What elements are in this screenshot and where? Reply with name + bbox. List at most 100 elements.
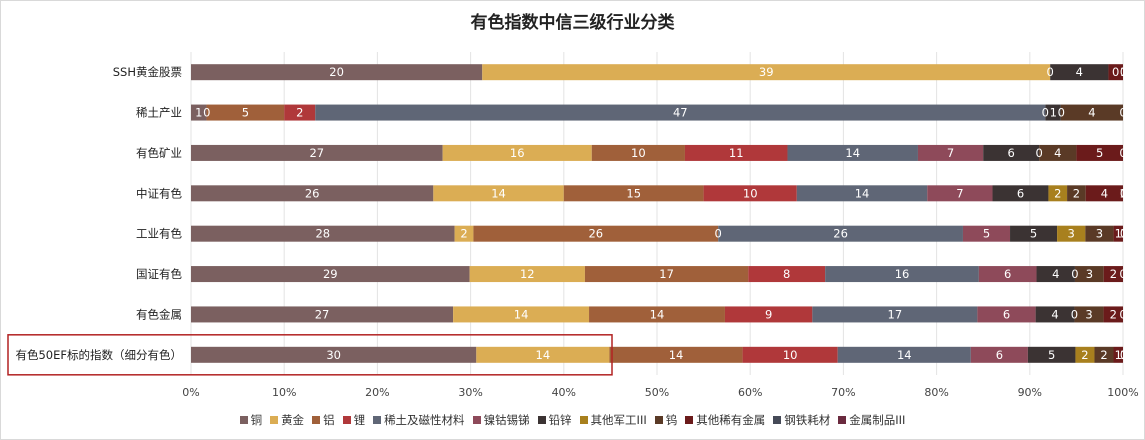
category-label: 有色矿业 (136, 146, 182, 160)
x-tick-label: 30% (458, 386, 482, 399)
data-label: 6 (1017, 186, 1024, 200)
bar-segment (1103, 266, 1123, 283)
data-label: 10 (631, 146, 646, 160)
x-tick-label: 20% (365, 386, 389, 399)
legend-item: 锂 (342, 412, 366, 428)
data-label: 15 (626, 186, 641, 200)
data-label: 1 (1120, 227, 1127, 241)
legend-swatch (654, 416, 663, 424)
category-label: 中证有色 (136, 186, 182, 200)
data-label: 0 (1120, 186, 1127, 200)
legend-swatch (312, 416, 321, 424)
data-label: 14 (514, 307, 529, 321)
bar-segment (1057, 225, 1086, 242)
category-label: 有色50EF标的指数（细分有色） (15, 348, 182, 362)
data-label: 1 (195, 106, 202, 120)
data-label: 0 (1119, 267, 1126, 281)
data-label: 4 (1054, 146, 1061, 160)
chart-title: 有色指数中信三级行业分类 (470, 13, 675, 33)
bar-segment (742, 346, 838, 363)
category-label: 有色金属 (136, 307, 182, 321)
bar-segment (703, 185, 797, 202)
data-label: 0 (1119, 307, 1126, 321)
bar-segment (433, 185, 564, 202)
bar-segment (748, 266, 826, 283)
data-label: 20 (329, 65, 344, 79)
data-label: 2 (1081, 348, 1088, 362)
bar-segment (476, 346, 610, 363)
legend-label: 金属制品III (849, 413, 906, 427)
bar-segment (787, 144, 918, 161)
data-label: 16 (510, 146, 525, 160)
bar-segment (917, 144, 984, 161)
legend-label: 铅锌 (548, 413, 572, 427)
data-label: 0 (1071, 307, 1078, 321)
legend-label: 锂 (353, 413, 366, 427)
data-label: 0 (1120, 227, 1127, 241)
legend-item: 镍钴锡锑 (472, 412, 530, 428)
data-label: 3 (1068, 227, 1075, 241)
data-label: 0 (1035, 146, 1042, 160)
legend-item: 其他军工III (579, 412, 647, 428)
bar-segment (837, 346, 971, 363)
legend-item: 黄金 (270, 412, 304, 428)
bar-segment (191, 346, 477, 363)
bar-segment (1048, 185, 1068, 202)
data-label: 1 (1115, 227, 1122, 241)
bar-segment (284, 104, 316, 121)
data-label: 1 (1115, 348, 1122, 362)
x-tick-label: 60% (738, 386, 762, 399)
bar-segment (191, 225, 455, 242)
legend-swatch (373, 416, 382, 424)
bar-segment (1113, 346, 1123, 363)
x-tick-label: 0% (182, 386, 199, 399)
data-label: 1 (1050, 106, 1057, 120)
data-label: 26 (588, 227, 603, 241)
data-label: 14 (669, 348, 684, 362)
data-label: 9 (765, 307, 772, 321)
data-label: 4 (1052, 267, 1059, 281)
data-label: 0 (1042, 106, 1049, 120)
data-label: 4 (1051, 307, 1058, 321)
data-label: 14 (897, 348, 912, 362)
data-label: 0 (1120, 65, 1127, 79)
bar-segment (1045, 104, 1061, 121)
highlight-box (7, 334, 613, 376)
legend-label: 铝 (323, 413, 335, 427)
bar-segment (977, 306, 1036, 323)
data-label: 14 (536, 348, 551, 362)
data-label: 2 (1054, 186, 1061, 200)
data-label: 6 (1003, 307, 1010, 321)
bar-segment (453, 306, 590, 323)
bar-segment (1039, 144, 1077, 161)
data-label: 8 (783, 267, 790, 281)
legend-swatch (838, 416, 847, 424)
bar-segment (1113, 225, 1123, 242)
bar-segment (1085, 185, 1123, 202)
data-label: 28 (315, 227, 330, 241)
x-tick-label: 70% (831, 386, 855, 399)
x-tick-label: 90% (1018, 386, 1042, 399)
bar-segment (609, 346, 743, 363)
legend-label: 其他稀有金属 (696, 413, 766, 427)
bar-segment (962, 225, 1011, 242)
data-label: 27 (309, 146, 324, 160)
data-label: 14 (845, 146, 860, 160)
legend-label: 钨 (665, 413, 678, 427)
data-label: 47 (673, 106, 688, 120)
bar-segment (482, 64, 1051, 81)
data-label: 0 (1119, 146, 1126, 160)
data-label: 2 (1100, 348, 1107, 362)
chart-legend: 铜 黄金 铝 锂 稀土及磁性材料 镍钴锡锑 铅锌 其他军工III 钨 其他稀有金属 钢铁耗材 金属制品… (0, 412, 1145, 428)
legend-item: 稀土及磁性材料 (373, 412, 465, 428)
data-label: 1 (1120, 348, 1127, 362)
legend-item: 铝 (312, 412, 335, 428)
bar-segment (927, 185, 993, 202)
bar-segment (589, 306, 725, 323)
legend-swatch (239, 416, 248, 424)
data-label: 5 (242, 106, 249, 120)
data-label: 5 (1048, 348, 1055, 362)
bar-segment (206, 104, 285, 121)
data-label: 4 (1101, 186, 1108, 200)
legend-item: 钨 (654, 412, 678, 428)
